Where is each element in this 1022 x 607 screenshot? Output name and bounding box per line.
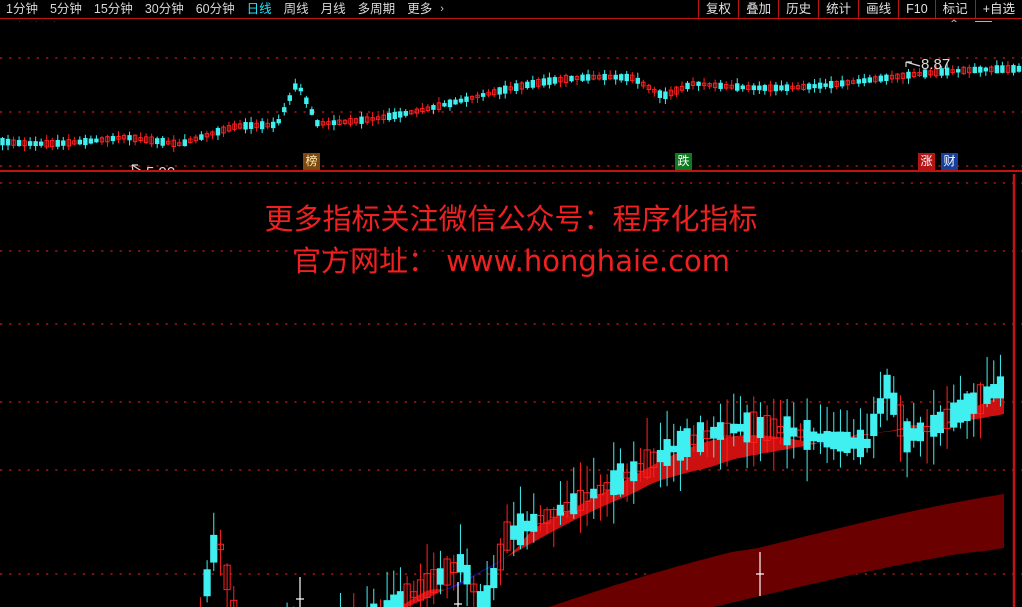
period-tab-8[interactable]: 多周期 bbox=[357, 2, 396, 16]
period-tab-4[interactable]: 60分钟 bbox=[195, 2, 235, 16]
chart-marker-2[interactable]: 涨 bbox=[918, 153, 935, 170]
price-label-low: 5.90 bbox=[146, 164, 175, 170]
top-toolbar: 1分钟 5分钟 15分钟 30分钟 60分钟 日线 周线 月线 多周期 更多 › 复权 叠加 历史 统计画… bbox=[0, 0, 1022, 18]
toolbar-action-6[interactable]: 标记 bbox=[942, 2, 968, 16]
main-candles bbox=[199, 354, 1005, 607]
low-price-pointer bbox=[131, 164, 142, 170]
toolbar-separator bbox=[934, 0, 936, 18]
more-chevron-icon[interactable]: › bbox=[440, 3, 444, 15]
period-tab-2[interactable]: 15分钟 bbox=[93, 2, 133, 16]
toolbar-separator bbox=[898, 0, 900, 18]
chart-marker-3[interactable]: 财 bbox=[941, 153, 958, 170]
main-price-chart[interactable] bbox=[0, 174, 1022, 607]
low-price-arrowhead bbox=[131, 164, 138, 170]
period-tabs: 1分钟 5分钟 15分钟 30分钟 60分钟 日线 周线 月线 多周期 更多 › bbox=[0, 0, 449, 18]
overview-chart-svg bbox=[0, 57, 1022, 170]
toolbar-separator bbox=[818, 0, 820, 18]
overview-chart[interactable]: 5.90 8.87 bbox=[0, 22, 1022, 170]
main-chart-svg bbox=[0, 174, 1022, 607]
toolbar-separator bbox=[858, 0, 860, 18]
main-gridlines bbox=[0, 182, 1022, 575]
period-tab-0[interactable]: 1分钟 bbox=[6, 2, 38, 16]
chart-marker-0[interactable]: 榜 bbox=[303, 153, 320, 170]
toolbar-separator bbox=[738, 0, 740, 18]
toolbar-action-7[interactable]: +自选 bbox=[982, 2, 1015, 16]
period-tab-1[interactable]: 5分钟 bbox=[49, 2, 82, 16]
price-label-high: 8.87 bbox=[921, 56, 951, 73]
toolbar-actions: 复权 叠加 历史 统计 画线 F10 标记 +自选 bbox=[698, 0, 1022, 18]
chart-marker-1[interactable]: 跌 bbox=[675, 153, 692, 170]
overview-candles bbox=[0, 60, 1022, 153]
toolbar-action-2[interactable]: 历史 bbox=[786, 2, 812, 16]
toolbar-separator bbox=[698, 0, 700, 18]
overview-gridlines bbox=[0, 57, 1022, 167]
high-price-pointer bbox=[905, 61, 921, 67]
period-tab-3[interactable]: 30分钟 bbox=[144, 2, 184, 16]
period-tab-5[interactable]: 日线 bbox=[246, 2, 272, 16]
toolbar-underline bbox=[0, 18, 1022, 19]
toolbar-action-4[interactable]: 画线 bbox=[866, 2, 892, 16]
period-tab-6[interactable]: 周线 bbox=[283, 2, 309, 16]
toolbar-action-0[interactable]: 复权 bbox=[706, 2, 732, 16]
period-tab-7[interactable]: 月线 bbox=[320, 2, 346, 16]
period-tab-9[interactable]: 更多 bbox=[407, 2, 433, 16]
toolbar-action-1[interactable]: 叠加 bbox=[746, 2, 772, 16]
toolbar-action-5[interactable]: F10 bbox=[906, 2, 928, 16]
high-price-arrowhead bbox=[905, 61, 912, 67]
toolbar-action-3[interactable]: 统计 bbox=[826, 2, 852, 16]
toolbar-separator bbox=[974, 0, 976, 18]
toolbar-separator bbox=[778, 0, 780, 18]
panel-divider bbox=[0, 170, 1022, 172]
